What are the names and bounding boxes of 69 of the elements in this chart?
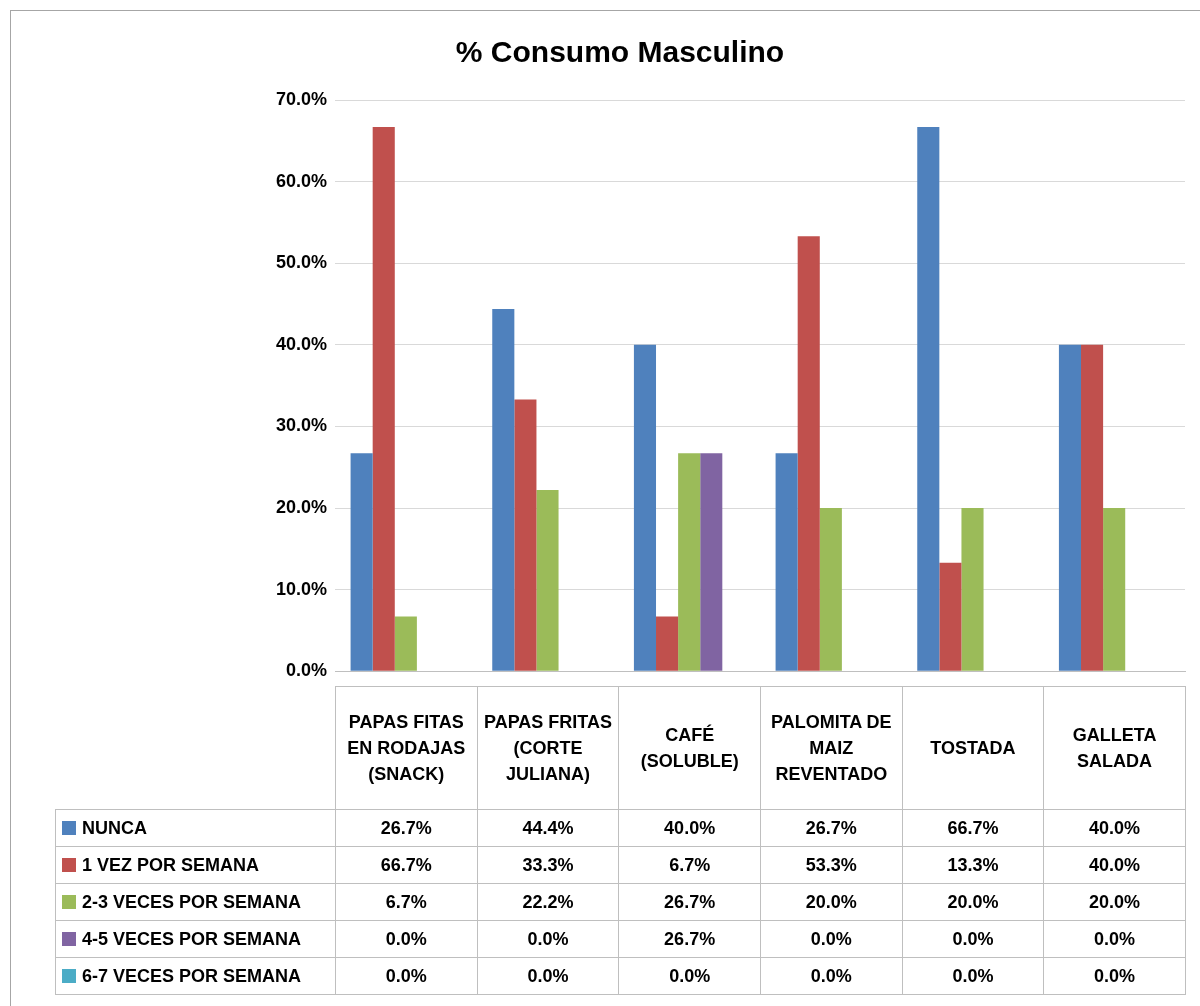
data-label: 0.0% [335,957,478,995]
data-label: 13.3% [902,846,1044,884]
bar [917,126,940,671]
data-label: 20.0% [1043,883,1186,921]
data-label: 20.0% [902,883,1044,921]
data-label: 26.7% [618,883,761,921]
bar [700,453,723,671]
y-tick-label: 30.0% [275,415,327,436]
bar [1103,508,1126,671]
data-label: 44.4% [477,809,619,847]
data-label: 26.7% [335,809,478,847]
y-tick-label: 0.0% [285,660,327,681]
data-label: 0.0% [1043,920,1186,958]
data-label: 0.0% [1043,957,1186,995]
legend-label: 4-5 VECES POR SEMANA [55,920,336,958]
bar [775,453,798,671]
data-label: 0.0% [335,920,478,958]
data-label: 26.7% [618,920,761,958]
data-label: 40.0% [1043,846,1186,884]
data-label: 66.7% [335,846,478,884]
data-label: 0.0% [902,920,1044,958]
data-label: 66.7% [902,809,1044,847]
data-label: 6.7% [618,846,761,884]
y-tick-label: 70.0% [275,88,327,109]
legend-label: 1 VEZ POR SEMANA [55,846,336,884]
y-tick-label: 20.0% [275,496,327,517]
data-label: 0.0% [618,957,761,995]
chart-title: % Consumo Masculino [455,35,785,69]
data-label: 53.3% [760,846,903,884]
bar [939,562,962,671]
legend-label: NUNCA [55,809,336,847]
data-label: 0.0% [760,920,903,958]
bar [961,508,984,671]
data-label: 40.0% [1043,809,1186,847]
data-label: 22.2% [477,883,619,921]
data-label: 0.0% [477,920,619,958]
data-label: 0.0% [902,957,1044,995]
bar [492,308,515,671]
bar [1058,344,1082,671]
bar [797,236,820,671]
y-tick-label: 10.0% [275,578,327,599]
data-label: 0.0% [760,957,903,995]
y-tick-label: 40.0% [275,333,327,354]
data-label: 20.0% [760,883,903,921]
x-tick-label: PAPAS FRITAS (CORTE JULIANA) [477,686,619,810]
data-label: 40.0% [618,809,761,847]
x-tick-label: PAPAS FITAS EN RODAJAS (SNACK) [335,686,478,810]
bar [514,399,537,671]
y-tick-label: 60.0% [275,170,327,191]
x-tick-label: TOSTADA [902,686,1044,810]
bar [678,453,701,671]
legend-label: 2-3 VECES POR SEMANA [55,883,336,921]
bar [372,126,395,671]
data-label: 6.7% [335,883,478,921]
data-label: 0.0% [477,957,619,995]
bar [656,616,679,671]
x-tick-label: PALOMITA DE MAIZ REVENTADO [760,686,903,810]
bar [350,453,373,671]
bar [536,490,559,671]
x-tick-label: GALLETA SALADA [1043,686,1186,810]
data-label: 33.3% [477,846,619,884]
data-label: 26.7% [760,809,903,847]
y-tick-label: 50.0% [275,252,327,273]
bar [394,616,417,671]
bar [1081,344,1104,671]
bar [633,344,657,671]
bar [819,508,842,671]
legend-label: 6-7 VECES POR SEMANA [55,957,336,995]
x-tick-label: CAFÉ (SOLUBLE) [618,686,761,810]
